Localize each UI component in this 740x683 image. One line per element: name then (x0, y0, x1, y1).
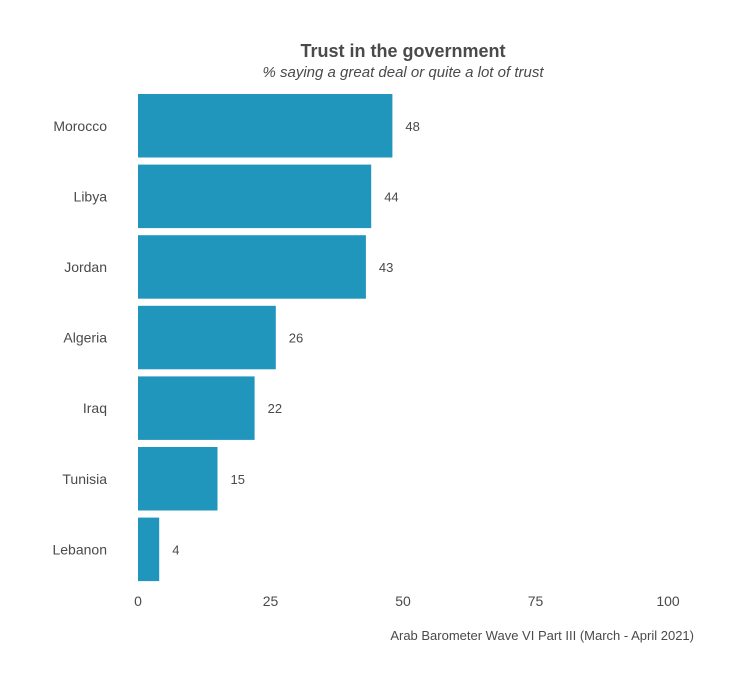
x-axis-ticks: 0 25 50 75 100 (134, 593, 680, 609)
x-tick-label-25: 25 (263, 593, 279, 609)
category-label-morocco: Morocco (53, 118, 107, 134)
bars-group: Morocco 48 Libya 44 Jordan 43 Algeria 26 Iraq 22 T… (52, 94, 420, 582)
category-label-algeria: Algeria (63, 330, 107, 346)
bar-tunisia (138, 447, 218, 511)
bar-lebanon (138, 517, 160, 582)
bar-libya (138, 164, 372, 229)
value-label-jordan: 43 (379, 260, 393, 275)
value-label-morocco: 48 (405, 119, 419, 134)
x-tick-label-100: 100 (656, 593, 680, 609)
category-label-tunisia: Tunisia (62, 471, 107, 487)
category-label-iraq: Iraq (83, 400, 107, 416)
chart-caption: Arab Barometer Wave VI Part III (March -… (390, 628, 694, 643)
category-label-lebanon: Lebanon (52, 541, 107, 557)
x-tick-label-75: 75 (528, 593, 544, 609)
value-label-tunisia: 15 (231, 472, 245, 487)
chart-subtitle: % saying a great deal or quite a lot of … (263, 64, 545, 81)
bar-morocco (138, 94, 393, 158)
value-label-lebanon: 4 (172, 542, 179, 557)
x-tick-label-0: 0 (134, 593, 142, 609)
x-tick-label-50: 50 (395, 593, 411, 609)
bar-iraq (138, 376, 255, 440)
category-label-libya: Libya (74, 188, 108, 204)
value-label-algeria: 26 (289, 331, 303, 346)
bar-algeria (138, 305, 276, 370)
value-label-libya: 44 (384, 189, 398, 204)
category-label-jordan: Jordan (64, 259, 107, 275)
value-label-iraq: 22 (268, 401, 282, 416)
bar-jordan (138, 235, 366, 299)
chart-title: Trust in the government (300, 41, 505, 61)
